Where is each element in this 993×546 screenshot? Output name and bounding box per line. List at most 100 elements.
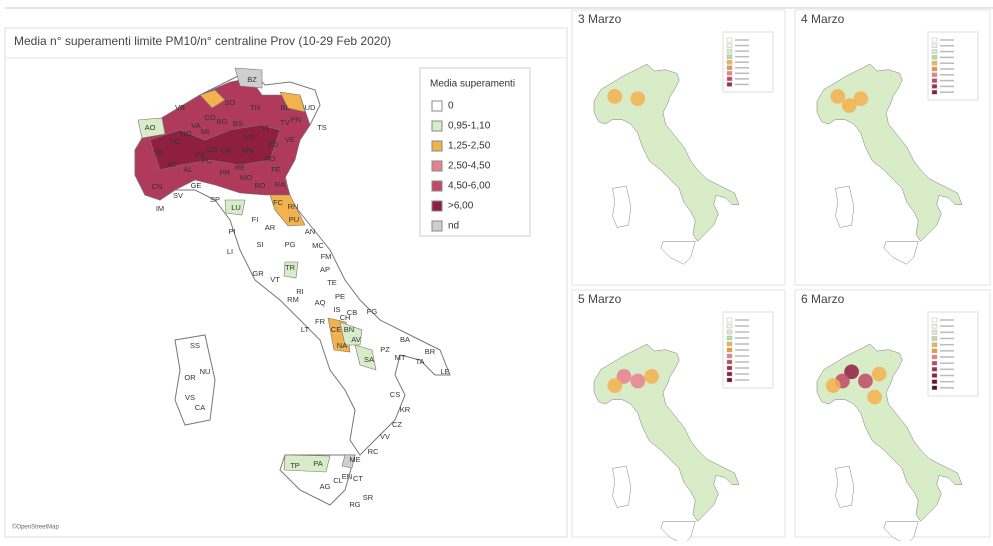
legend-swatch	[431, 180, 443, 192]
province-label: SI	[256, 240, 263, 249]
legend-label: 0,95-1,10	[448, 121, 491, 132]
province-label: NO	[180, 129, 191, 138]
mini-legend-swatch	[931, 43, 938, 48]
province-label: AP	[320, 265, 330, 274]
map-panel: 3 Marzo	[571, 9, 786, 286]
province-label: FM	[321, 252, 332, 261]
mini-hotspot	[830, 89, 846, 104]
legend-swatch	[431, 100, 443, 112]
mini-legend-swatch	[931, 360, 938, 366]
mini-legend-swatch	[931, 354, 938, 360]
legend-label: 1,25-2,50	[448, 141, 491, 152]
mini-legend-swatch	[726, 317, 733, 323]
mini-fill	[593, 63, 740, 242]
mini-legend-swatch	[726, 365, 733, 371]
map-credit: ©OpenStreetMap	[12, 524, 59, 531]
mini-map	[593, 343, 740, 545]
legend-swatch	[431, 140, 443, 152]
mini-legend-swatch	[931, 323, 938, 329]
province-label: VE	[285, 135, 295, 144]
province-label: PN	[291, 115, 301, 124]
province-label: FE	[271, 165, 281, 174]
province-label: AT	[167, 160, 176, 169]
province-label: AR	[265, 223, 276, 232]
mini-legend-swatch	[726, 37, 733, 43]
province-label: OR	[184, 373, 196, 382]
province-label: LI	[227, 247, 233, 256]
province-label: PD	[268, 140, 279, 149]
province-label: LE	[440, 367, 449, 376]
legend-label: 4,50-6,00	[448, 181, 491, 192]
province-label: FI	[252, 215, 259, 224]
map-panel: 4 Marzo	[794, 9, 991, 286]
legend-swatch	[431, 120, 443, 132]
province-label: SR	[363, 493, 374, 502]
province-label: PG	[285, 240, 296, 249]
province-label: MT	[395, 353, 406, 362]
province-label: CO	[204, 113, 215, 122]
legend: Media superamenti 0 0,95-1,10 1,25-2,50 2,5…	[419, 67, 531, 237]
province-label: TV	[280, 118, 290, 127]
province-label: CE	[331, 325, 341, 334]
province-label: VB	[175, 103, 185, 112]
province-label: VS	[185, 393, 195, 402]
mini-legend-swatch	[931, 49, 938, 54]
mini-hotspot	[616, 369, 632, 384]
province-label: PC	[202, 156, 213, 165]
mini-legend-swatch	[726, 48, 733, 54]
province-label: BS	[233, 119, 243, 128]
province-label: BZ	[247, 75, 257, 84]
province-label: PR	[220, 168, 231, 177]
province-label: NA	[337, 341, 347, 350]
province-label: NU	[200, 367, 211, 376]
mini-hotspot	[853, 91, 869, 107]
province-label: AQ	[315, 298, 326, 307]
mini-legend-swatch	[726, 329, 733, 335]
mini-hotspot	[858, 373, 873, 389]
province-label: PI	[228, 227, 235, 236]
province-label: TR	[285, 263, 296, 272]
legend-swatch	[431, 220, 443, 232]
mini-legend-swatch	[726, 54, 733, 59]
mini-legend-swatch	[931, 336, 938, 341]
mini-hotspot	[644, 369, 659, 384]
legend-label: 2,50-4,50	[448, 161, 491, 172]
province-label: MN	[242, 146, 254, 155]
mini-legend-swatch	[726, 323, 733, 329]
mini-legend-swatch	[931, 342, 938, 347]
province-label: BO	[255, 181, 266, 190]
province-label: TO	[153, 148, 163, 157]
mini-hotspot	[630, 91, 646, 107]
province-label: RG	[349, 500, 360, 509]
province-label: LU	[231, 203, 241, 212]
province-label: AO	[145, 123, 156, 132]
mini-map	[593, 63, 740, 265]
province-label: RM	[287, 295, 299, 304]
province-label: AL	[183, 165, 192, 174]
province-label: FG	[367, 307, 378, 316]
mini-legend-swatch	[726, 335, 733, 341]
province-label: KR	[400, 405, 411, 414]
province-label: AN	[305, 227, 315, 236]
province-label: RA	[275, 180, 285, 189]
province-label: BN	[344, 325, 354, 334]
province-label: EN	[342, 472, 352, 481]
province-label: PU	[289, 215, 299, 224]
province-label: CH	[340, 313, 351, 322]
mini-legend-swatch	[726, 71, 733, 76]
province-label: SP	[210, 195, 220, 204]
mini-hotspot	[607, 378, 623, 393]
mini-legend-swatch	[931, 55, 938, 60]
province-label: FC	[273, 198, 284, 207]
mini-legend-swatch	[726, 371, 733, 377]
province-label: MI	[201, 127, 209, 136]
province-label: MO	[240, 173, 252, 182]
province-label: VA	[191, 121, 200, 130]
province-label: VI	[261, 123, 268, 132]
province-label: TS	[317, 123, 327, 132]
mini-legend-swatch	[931, 89, 938, 95]
province-label: PZ	[380, 345, 390, 354]
province-label: TA	[415, 357, 424, 366]
